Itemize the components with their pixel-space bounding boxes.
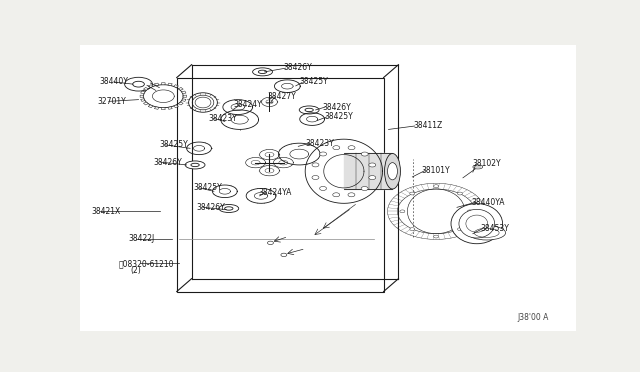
Polygon shape (154, 83, 159, 86)
Ellipse shape (468, 226, 506, 240)
Text: 38425Y: 38425Y (193, 183, 222, 192)
Polygon shape (173, 105, 179, 108)
Ellipse shape (225, 207, 233, 210)
Polygon shape (143, 87, 148, 90)
Circle shape (369, 163, 376, 167)
Text: 38421X: 38421X (91, 207, 120, 216)
Text: 38426Y: 38426Y (196, 203, 225, 212)
Circle shape (369, 176, 376, 180)
Text: J38'00 A: J38'00 A (517, 313, 548, 322)
Polygon shape (154, 107, 159, 109)
Polygon shape (168, 83, 172, 86)
Polygon shape (148, 105, 153, 108)
Circle shape (333, 146, 340, 150)
Ellipse shape (305, 108, 314, 112)
Text: 38425Y: 38425Y (300, 77, 328, 86)
Circle shape (458, 228, 463, 231)
Polygon shape (183, 95, 187, 97)
Polygon shape (141, 91, 145, 93)
Circle shape (410, 228, 415, 231)
Circle shape (348, 146, 355, 150)
Text: Ⓢ08320-61210: Ⓢ08320-61210 (118, 259, 174, 268)
Circle shape (434, 185, 438, 187)
Ellipse shape (125, 77, 152, 91)
Polygon shape (141, 99, 145, 101)
Text: 38425Y: 38425Y (159, 140, 188, 150)
Circle shape (268, 241, 273, 244)
Circle shape (333, 193, 340, 197)
Ellipse shape (385, 154, 401, 189)
Circle shape (319, 186, 326, 190)
Text: 38440Y: 38440Y (100, 77, 129, 86)
Ellipse shape (300, 106, 319, 114)
Circle shape (361, 186, 368, 190)
Polygon shape (161, 83, 165, 85)
Text: 38427Y: 38427Y (268, 92, 296, 101)
Polygon shape (148, 85, 153, 87)
Ellipse shape (259, 70, 267, 74)
Ellipse shape (185, 161, 205, 169)
Circle shape (319, 152, 326, 156)
FancyBboxPatch shape (177, 78, 383, 292)
Text: 38426Y: 38426Y (284, 63, 312, 72)
Ellipse shape (253, 68, 273, 76)
Text: 38424YA: 38424YA (259, 188, 292, 197)
Polygon shape (182, 91, 186, 93)
Text: 32701Y: 32701Y (97, 97, 126, 106)
Text: 38422J: 38422J (129, 234, 155, 243)
Text: 38453Y: 38453Y (481, 224, 509, 233)
Ellipse shape (132, 81, 145, 87)
Polygon shape (179, 87, 183, 90)
Circle shape (312, 163, 319, 167)
Polygon shape (168, 107, 172, 109)
Text: 38423Y: 38423Y (306, 139, 335, 148)
Text: 38411Z: 38411Z (413, 121, 443, 130)
Circle shape (312, 176, 319, 180)
Ellipse shape (459, 209, 495, 238)
Circle shape (467, 210, 472, 213)
Polygon shape (143, 102, 148, 105)
Polygon shape (140, 95, 143, 97)
Polygon shape (161, 108, 165, 110)
Circle shape (400, 210, 405, 213)
Text: 38424Y: 38424Y (234, 100, 262, 109)
Ellipse shape (388, 163, 397, 180)
Circle shape (458, 192, 463, 195)
Text: 38425Y: 38425Y (324, 112, 353, 121)
Ellipse shape (219, 205, 239, 212)
Polygon shape (173, 85, 179, 87)
FancyBboxPatch shape (80, 45, 576, 331)
Circle shape (434, 235, 438, 238)
Ellipse shape (473, 165, 483, 169)
Text: 38423Y: 38423Y (208, 114, 237, 123)
Circle shape (281, 253, 287, 257)
Circle shape (410, 192, 415, 195)
Text: 38101Y: 38101Y (421, 166, 450, 175)
Text: 38426Y: 38426Y (322, 103, 351, 112)
Text: 38102Y: 38102Y (473, 159, 502, 168)
Text: 38426Y: 38426Y (154, 158, 182, 167)
Ellipse shape (451, 203, 502, 244)
Polygon shape (182, 99, 186, 101)
Circle shape (348, 193, 355, 197)
Polygon shape (179, 102, 183, 105)
Ellipse shape (191, 163, 199, 167)
Text: 38440YA: 38440YA (472, 198, 506, 207)
Circle shape (361, 152, 368, 156)
Text: (2): (2) (131, 266, 141, 275)
